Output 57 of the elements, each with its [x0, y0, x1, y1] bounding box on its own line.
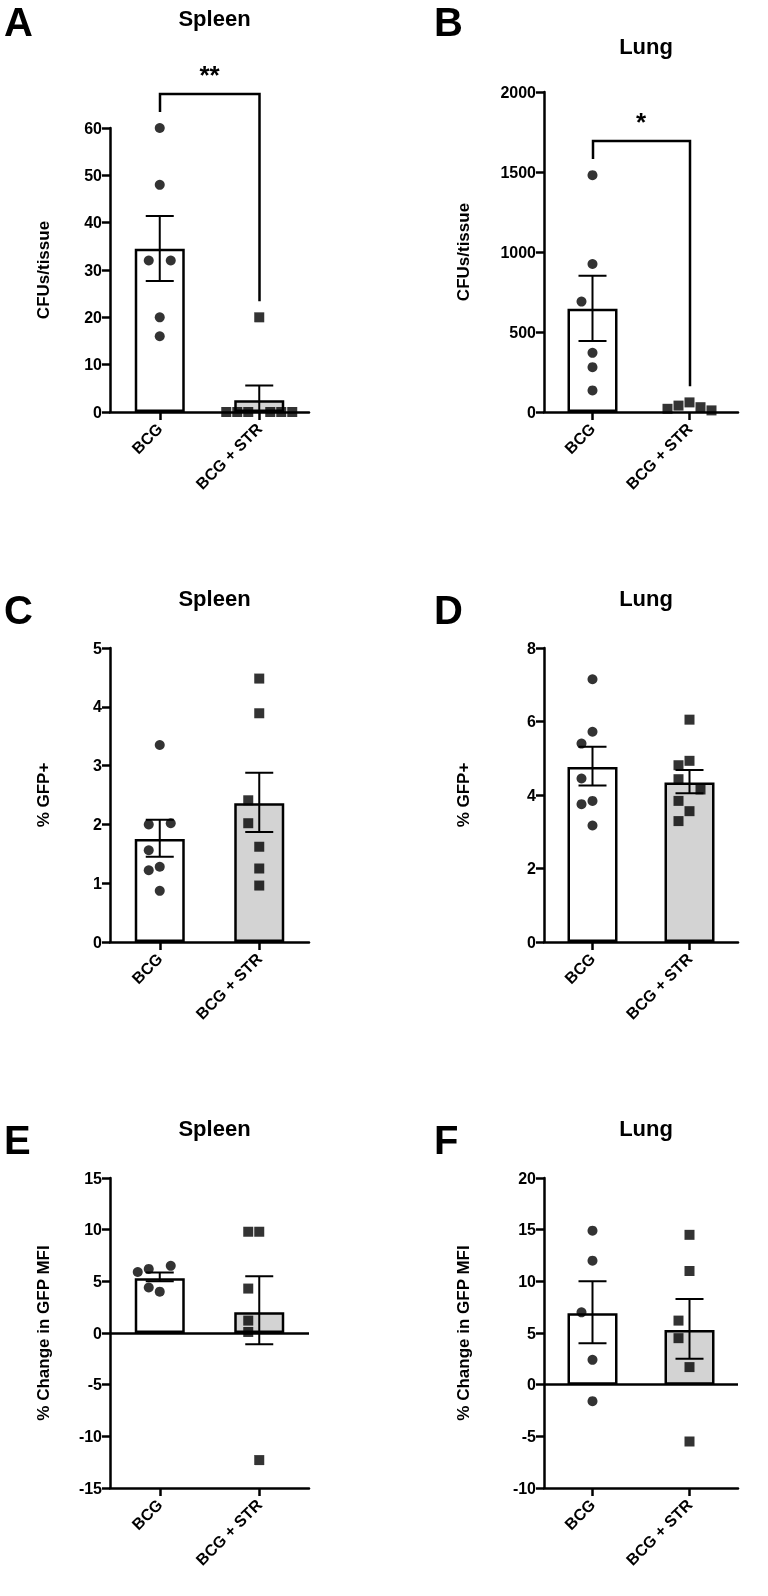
y-axis-title: % GFP+	[34, 762, 53, 828]
y-tick-label: -5	[521, 1427, 537, 1445]
y-tick-label: -15	[78, 1479, 103, 1497]
y-axis-title: CFUs/tissue	[34, 220, 53, 320]
y-tick-label: 4	[93, 698, 103, 716]
y-tick-label: 10	[84, 1221, 103, 1239]
y-tick-label: 2000	[500, 83, 537, 101]
text: A	[4, 0, 33, 44]
annotation: *	[635, 107, 647, 139]
y-tick-label: 2	[93, 815, 103, 833]
chart-title: Spleen	[178, 5, 251, 31]
y-axis-title: CFUs/tissue	[454, 202, 473, 302]
y-tick-label: 5	[93, 1272, 103, 1290]
y-tick-label: 0	[527, 403, 537, 421]
chart-title: Lung	[619, 585, 673, 611]
text: B	[434, 0, 463, 44]
chart-title: Spleen	[178, 585, 251, 611]
y-tick-label: 8	[527, 639, 537, 657]
text: F	[434, 1118, 459, 1162]
y-tick-label: 15	[84, 1169, 103, 1187]
text: C	[4, 588, 33, 632]
y-tick-label: 0	[527, 933, 537, 951]
y-tick-label: 50	[84, 166, 103, 184]
y-axis-title: % Change in GFP MFI	[34, 1245, 53, 1421]
y-tick-label: 500	[509, 323, 537, 341]
y-tick-label: 0	[527, 1376, 537, 1394]
y-tick-label: 60	[84, 119, 103, 137]
y-tick-label: -5	[87, 1376, 103, 1394]
y-tick-label: 0	[93, 403, 103, 421]
y-tick-label: 6	[527, 713, 537, 730]
y-tick-label: 10	[84, 356, 103, 374]
y-tick-label: 20	[84, 308, 103, 326]
chart-title: Lung	[619, 1115, 673, 1141]
y-tick-label: -10	[78, 1427, 103, 1445]
y-tick-label: 15	[518, 1221, 537, 1239]
text: **	[199, 60, 220, 91]
text: D	[434, 588, 463, 632]
y-tick-label: 20	[518, 1169, 537, 1187]
y-tick-label: 1500	[500, 163, 537, 181]
y-tick-label: 1000	[500, 243, 537, 261]
y-tick-label: 10	[518, 1272, 537, 1290]
y-tick-label: 5	[93, 639, 103, 657]
chart-title: Lung	[619, 33, 673, 59]
y-tick-label: 40	[84, 214, 103, 232]
y-tick-label: 5	[527, 1324, 537, 1342]
y-tick-label: 3	[93, 757, 103, 775]
y-tick-label: 4	[527, 786, 537, 804]
y-tick-label: 2	[527, 860, 537, 877]
y-tick-label: 30	[84, 261, 103, 279]
y-axis-title: % GFP+	[454, 762, 473, 828]
y-tick-label: -10	[512, 1479, 537, 1497]
y-axis-title: % Change in GFP MFI	[454, 1245, 473, 1421]
text: E	[4, 1118, 31, 1162]
chart-title: Spleen	[178, 1115, 251, 1141]
y-tick-label: 0	[93, 1324, 103, 1342]
y-tick-label: 1	[93, 874, 103, 892]
y-tick-label: 0	[93, 933, 103, 951]
